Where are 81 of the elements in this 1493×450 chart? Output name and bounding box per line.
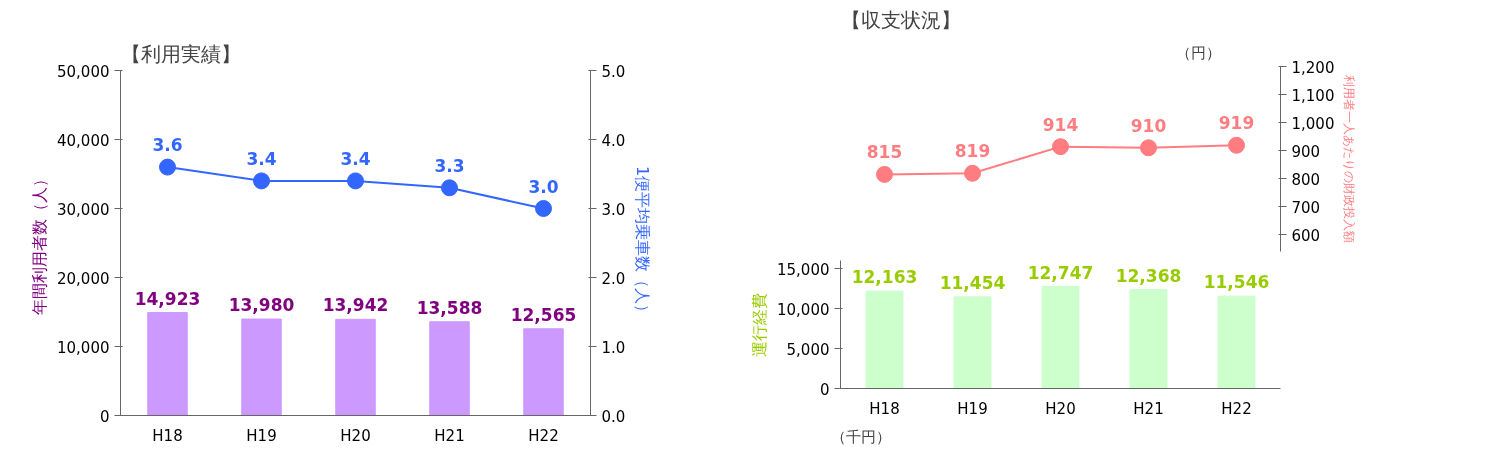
y-tick-label: 0: [819, 380, 830, 399]
x-tick-label: H18: [869, 399, 900, 418]
data-label: 919: [1218, 113, 1255, 134]
data-label: 12,368: [1115, 265, 1182, 286]
x-tick-label: H22: [528, 426, 559, 445]
data-label: 13,980: [228, 295, 295, 316]
y-tick-label: 20,000: [57, 269, 110, 288]
data-label: 11,454: [939, 272, 1006, 293]
y-axis-title: 利用者一人あたりの財政投入額: [1342, 75, 1357, 243]
point: [159, 158, 176, 176]
bar: [1217, 295, 1256, 389]
y-tick-label: 1,000: [1291, 114, 1335, 133]
y-tick-label: 1,100: [1291, 86, 1335, 105]
y-axis-title: 年間利用者数（人）: [30, 171, 50, 315]
x-tick-label: H20: [340, 426, 371, 445]
point: [876, 165, 893, 183]
y2-axis-title: 1便平均乗車数（人）: [633, 165, 653, 321]
y-tick-label: 5,000: [786, 340, 830, 359]
bar: [1041, 286, 1080, 389]
point: [535, 200, 552, 217]
x-tick-label: H18: [152, 426, 183, 445]
y-tick-label: 50,000: [57, 62, 110, 81]
x-tick-label: H19: [957, 399, 988, 418]
data-label: 3.4: [340, 148, 371, 169]
y-tick-label: 900: [1291, 142, 1321, 161]
chart-title: 【収支状況】: [840, 7, 961, 32]
point: [1228, 136, 1245, 154]
point: [441, 179, 458, 197]
y-tick-label: 0: [99, 407, 110, 426]
data-label: 12,163: [851, 267, 918, 288]
x-tick-label: H22: [1221, 399, 1252, 418]
bar: [865, 290, 904, 389]
y-tick-label: 600: [1291, 226, 1321, 245]
y2-tick-label: 1.0: [601, 338, 626, 357]
y-tick-label: 10,000: [777, 300, 830, 319]
bar: [147, 312, 188, 416]
y2-tick-label: 5.0: [601, 62, 626, 81]
y-tick-label: 15,000: [777, 260, 830, 279]
point: [347, 172, 364, 190]
data-label: 819: [954, 141, 991, 162]
y-tick-label: 10,000: [57, 338, 110, 357]
data-label: 12,747: [1027, 262, 1094, 283]
text: （千円）: [830, 427, 891, 446]
y-tick-label: 30,000: [57, 200, 110, 219]
bar: [1129, 289, 1168, 389]
point: [253, 172, 270, 190]
y2-tick-label: 0.0: [601, 407, 626, 426]
data-label: 3.6: [152, 135, 183, 156]
data-label: 13,942: [322, 295, 389, 316]
data-label: 914: [1042, 114, 1079, 135]
x-tick-label: H21: [434, 426, 465, 445]
point: [1140, 139, 1157, 157]
data-label: 910: [1130, 115, 1167, 136]
data-label: 3.4: [246, 148, 277, 169]
bar: [429, 321, 470, 416]
y-tick-label: 700: [1291, 198, 1321, 217]
data-label: 3.3: [434, 155, 465, 176]
y2-tick-label: 2.0: [601, 269, 626, 288]
bar: [953, 296, 992, 389]
x-tick-label: H20: [1045, 399, 1076, 418]
bar: [241, 318, 282, 416]
bar: [523, 328, 564, 416]
data-label: 815: [866, 142, 903, 163]
x-tick-label: H19: [246, 426, 277, 445]
y-axis-title: 運行経費: [750, 292, 770, 357]
bar: [335, 318, 376, 416]
chart-title: 【利用実績】: [120, 41, 241, 66]
point: [1052, 138, 1069, 156]
data-label: 12,565: [510, 304, 577, 325]
data-label: 11,546: [1203, 272, 1270, 293]
point: [964, 164, 981, 182]
y-tick-label: 800: [1291, 170, 1321, 189]
data-label: 13,588: [416, 297, 483, 318]
y2-tick-label: 3.0: [601, 200, 626, 219]
data-label: 3.0: [528, 176, 559, 197]
data-label: 14,923: [134, 288, 201, 309]
text: （円）: [1175, 43, 1221, 62]
y-tick-label: 40,000: [57, 131, 110, 150]
x-tick-label: H21: [1133, 399, 1164, 418]
y2-tick-label: 4.0: [601, 131, 626, 150]
y-tick-label: 1,200: [1291, 58, 1335, 77]
